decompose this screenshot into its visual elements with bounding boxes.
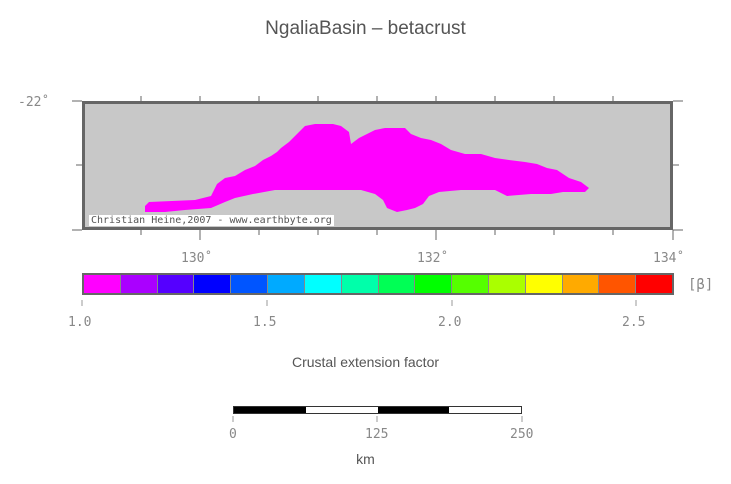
extension-area — [145, 124, 589, 212]
colorbar — [82, 273, 674, 295]
scale-label-125: 125 — [365, 427, 389, 442]
colorbar-cell — [268, 275, 305, 293]
colorbar-cell — [120, 275, 158, 293]
colorbar-cell — [488, 275, 526, 293]
colorbar-cell — [636, 275, 672, 293]
lon-label-130: 130˚ — [181, 251, 213, 266]
basin-region — [145, 124, 589, 212]
colorbar-cell — [452, 275, 489, 293]
colorbar-cell — [194, 275, 232, 293]
scale-segment — [449, 407, 521, 413]
colorbar-cell — [231, 275, 269, 293]
colorbar-tick-1-0: 1.0 — [68, 315, 92, 330]
scale-label-250: 250 — [510, 427, 534, 442]
colorbar-cell — [304, 275, 342, 293]
lat-label: -22˚ — [18, 95, 50, 110]
colorbar-tick-1-5: 1.5 — [253, 315, 277, 330]
colorbar-title: Crustal extension factor — [291, 354, 440, 370]
scale-segment — [377, 407, 450, 413]
map-credit: Christian Heine,2007 - www.earthbyte.org — [89, 215, 334, 226]
colorbar-cell — [599, 275, 637, 293]
scale-label-0: 0 — [229, 427, 237, 442]
map-panel: Christian Heine,2007 - www.earthbyte.org — [82, 101, 673, 230]
lon-label-134: 134˚ — [653, 251, 685, 266]
colorbar-cell — [157, 275, 195, 293]
scale-unit: km — [356, 451, 375, 467]
scale-segment — [305, 407, 378, 413]
colorbar-unit: [β] — [688, 277, 714, 293]
colorbar-cell — [378, 275, 416, 293]
colorbar-cell — [562, 275, 600, 293]
colorbar-cell — [341, 275, 379, 293]
colorbar-cell — [84, 275, 121, 293]
scale-bar — [233, 406, 522, 414]
map-title: NgaliaBasin – betacrust — [265, 18, 466, 39]
colorbar-tick-2-0: 2.0 — [438, 315, 462, 330]
colorbar-cell — [415, 275, 453, 293]
colorbar-cell — [525, 275, 563, 293]
scale-segment — [234, 407, 306, 413]
lon-label-132: 132˚ — [417, 251, 449, 266]
colorbar-tick-2-5: 2.5 — [622, 315, 646, 330]
